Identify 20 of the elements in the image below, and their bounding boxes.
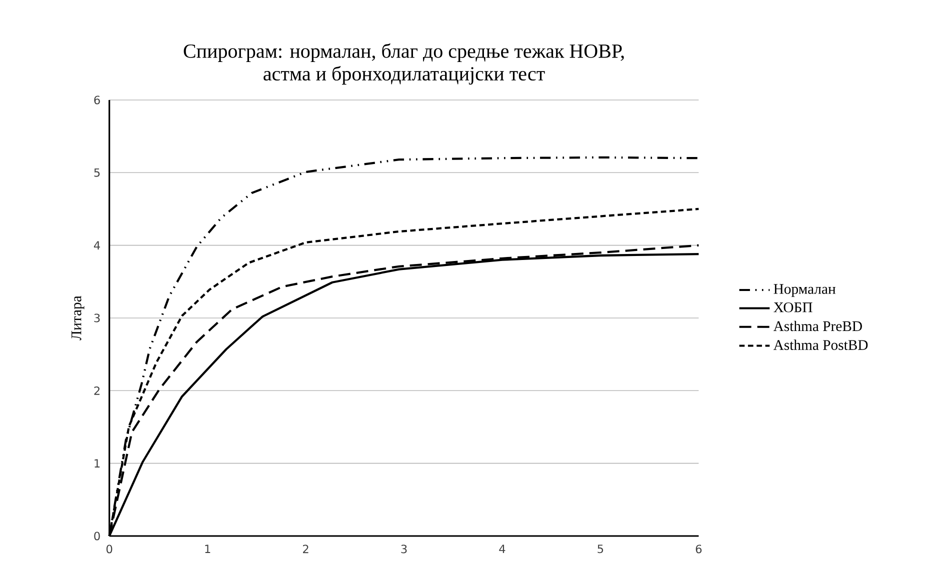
x-tick-label: 1 (205, 544, 210, 553)
legend-label: Asthma PreBD (773, 320, 862, 331)
x-tick-label: 5 (598, 544, 604, 553)
y-tick-label: 2 (94, 386, 100, 395)
y-tick-label: 6 (94, 96, 100, 104)
y-tick-label: 4 (94, 241, 100, 250)
legend-label: Нормалан (774, 284, 836, 297)
x-tick-label: 3 (401, 544, 407, 554)
legend-label: Asthma PostBD (773, 340, 868, 350)
y-tick-label: 5 (94, 168, 100, 177)
legend-label: ХОБП (774, 302, 812, 312)
y-tick-label: 3 (94, 314, 100, 322)
chart-title: Спирограм: нормалан, благ до средње тежак НОВР, астма и бронходилатацијски тест (184, 43, 624, 84)
x-tick-label: 6 (696, 544, 702, 554)
y-axis-title: Литара (72, 296, 84, 340)
x-tick-label: 2 (303, 544, 308, 553)
x-tick-label: 4 (499, 544, 506, 553)
y-tick-label: 1 (94, 459, 100, 468)
y-tick-label: 0 (94, 532, 100, 540)
x-tick-label: 0 (106, 544, 112, 554)
